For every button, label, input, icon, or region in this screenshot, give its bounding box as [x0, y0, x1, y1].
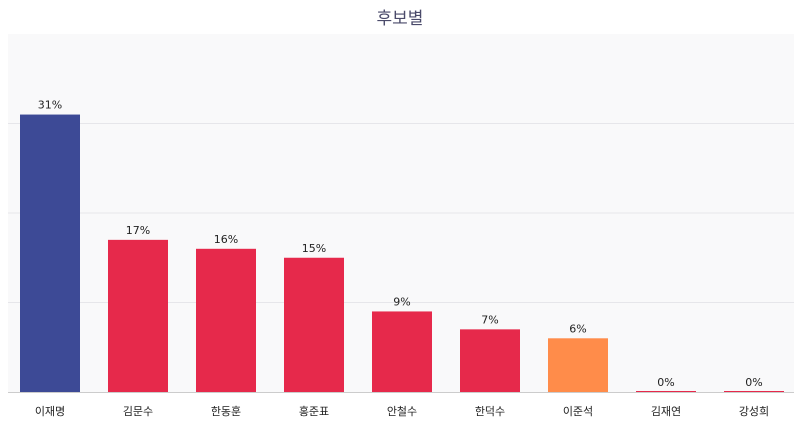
value-label: 17% — [126, 224, 150, 237]
x-tick-label: 김재연 — [651, 405, 681, 418]
x-tick-label: 한덕수 — [475, 405, 505, 418]
value-label: 9% — [393, 295, 410, 308]
bar-강성희[interactable] — [724, 391, 784, 392]
value-label: 6% — [569, 322, 586, 335]
value-label: 31% — [38, 99, 62, 112]
x-tick-label: 김문수 — [123, 405, 153, 418]
bar-이재명[interactable] — [20, 114, 80, 393]
x-tick-label: 강성희 — [739, 405, 769, 418]
value-label: 0% — [745, 376, 762, 389]
bar-한동훈[interactable] — [196, 248, 256, 392]
x-tick-label: 한동훈 — [211, 405, 241, 418]
bar-김문수[interactable] — [108, 239, 168, 392]
bar-이준석[interactable] — [548, 338, 608, 392]
x-tick-label: 홍준표 — [299, 404, 329, 418]
value-label: 15% — [302, 242, 326, 255]
x-tick-label: 안철수 — [387, 405, 417, 418]
bar-홍준표[interactable] — [284, 257, 344, 392]
bar-안철수[interactable] — [372, 311, 432, 392]
x-tick-label: 이재명 — [35, 405, 65, 418]
bar-김재연[interactable] — [636, 391, 696, 392]
value-label: 0% — [657, 376, 674, 389]
chart-title: 후보별 — [376, 9, 424, 29]
x-tick-label: 이준석 — [563, 405, 593, 418]
bar-한덕수[interactable] — [460, 329, 520, 392]
value-label: 7% — [481, 313, 498, 326]
value-label: 16% — [214, 233, 238, 246]
